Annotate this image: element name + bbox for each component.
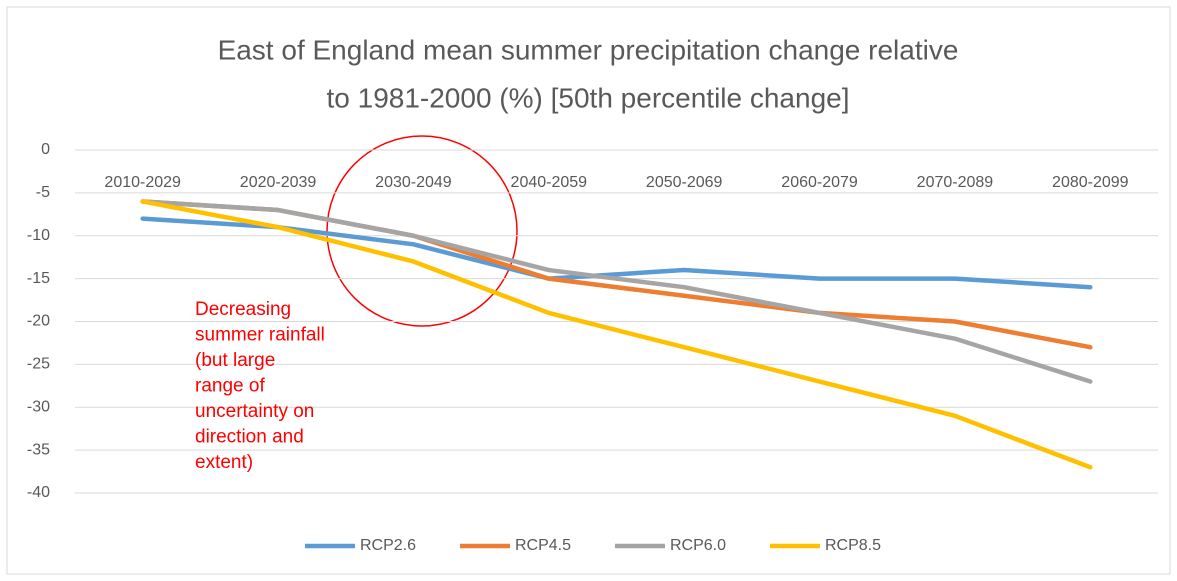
y-tick-label: -15	[27, 270, 50, 287]
legend-label: RCP2.6	[360, 537, 416, 554]
annotation: direction and	[195, 427, 304, 448]
legend-label: RCP4.5	[515, 537, 571, 554]
legend-label: RCP6.0	[670, 537, 726, 554]
series-line	[140, 199, 1093, 470]
x-tick-label: 2010-2029	[104, 174, 181, 191]
x-tick-label: 2020-2039	[240, 174, 317, 191]
y-tick-label: -30	[27, 398, 50, 415]
chart-border	[6, 6, 1171, 575]
legend-label: RCP8.5	[825, 537, 881, 554]
series-line	[140, 216, 1093, 290]
chart-title: East of England mean summer precipitatio…	[218, 34, 959, 65]
y-tick-label: -5	[36, 184, 50, 201]
y-tick-label: -35	[27, 441, 50, 458]
y-tick-label: -10	[27, 227, 50, 244]
x-tick-label: 2050-2069	[646, 174, 723, 191]
highlight-circle	[326, 135, 518, 327]
y-tick-label: -40	[27, 484, 50, 501]
annotation: uncertainty on	[195, 401, 314, 422]
y-tick-label: -25	[27, 356, 50, 373]
series-line	[140, 199, 1093, 384]
annotation: extent)	[195, 452, 253, 473]
x-tick-label: 2040-2059	[511, 174, 588, 191]
x-tick-label: 2030-2049	[375, 174, 452, 191]
annotation: summer rainfall	[195, 325, 325, 346]
annotation: range of	[195, 376, 265, 397]
chart-title: to 1981-2000 (%) [50th percentile change…	[326, 82, 849, 113]
y-tick-label: 0	[41, 141, 50, 158]
y-tick-label: -20	[27, 313, 50, 330]
x-tick-label: 2080-2099	[1052, 174, 1129, 191]
annotation: (but large	[195, 350, 275, 371]
x-tick-label: 2070-2089	[917, 174, 994, 191]
annotation: Decreasing	[195, 299, 291, 320]
x-tick-label: 2060-2079	[781, 174, 858, 191]
